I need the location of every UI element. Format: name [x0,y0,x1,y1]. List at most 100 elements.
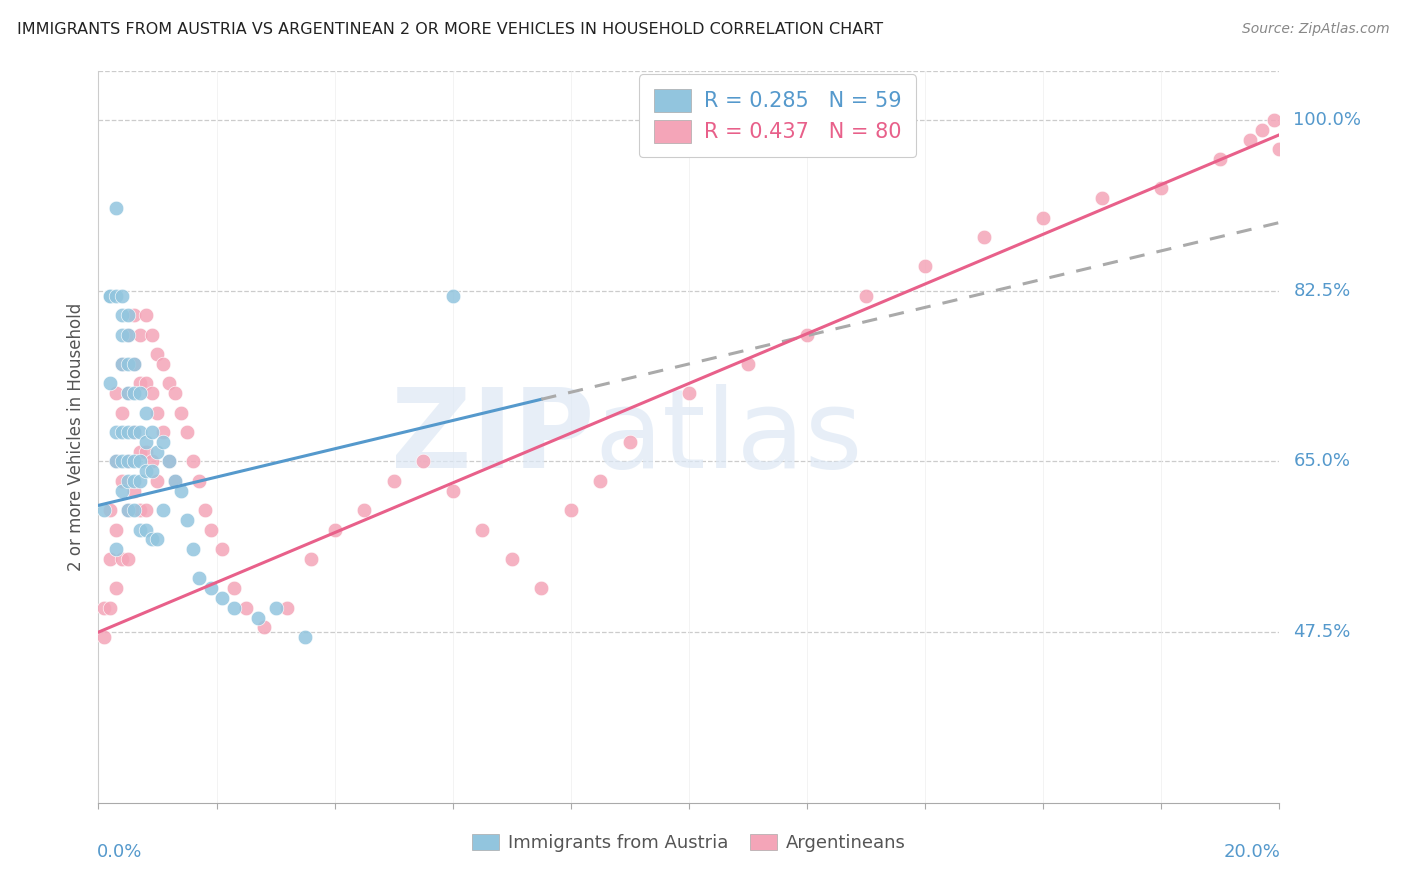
Point [152,434,174,449]
Point [181,542,204,557]
Point [135,376,157,391]
Point [111,474,134,488]
Point [117,386,139,401]
Point [382,474,405,488]
Point [105,542,128,557]
Point [105,386,128,401]
Point [855,288,877,302]
Legend: Immigrants from Austria, Argentineans: Immigrants from Austria, Argentineans [464,827,914,860]
Point [323,523,346,537]
Point [122,503,145,517]
Point [246,610,269,624]
Point [111,406,134,420]
Point [294,630,316,644]
Point [117,454,139,468]
Point [353,503,375,517]
Point [211,591,233,605]
Point [128,474,150,488]
Point [135,523,157,537]
Point [170,483,193,498]
Point [299,552,322,566]
Point [98,288,121,302]
Point [141,533,163,547]
Text: 0.0%: 0.0% [97,843,142,861]
Point [176,425,198,440]
Point [560,503,582,517]
Point [105,523,128,537]
Point [194,503,217,517]
Point [441,288,464,302]
Point [128,503,150,517]
Point [117,503,139,517]
Point [1032,211,1054,225]
Point [141,454,163,468]
Point [181,454,204,468]
Point [973,230,995,244]
Point [1239,133,1261,147]
Point [135,464,157,478]
Point [128,386,150,401]
Point [128,425,150,440]
Point [224,600,246,615]
Point [117,474,139,488]
Y-axis label: 2 or more Vehicles in Household: 2 or more Vehicles in Household [66,303,84,571]
Point [737,357,759,371]
Point [98,503,121,517]
Point [170,406,193,420]
Text: ZIP: ZIP [391,384,595,491]
Point [135,434,157,449]
Point [122,308,145,322]
Point [1263,113,1285,128]
Point [589,474,612,488]
Point [111,327,134,342]
Point [111,454,134,468]
Point [157,454,180,468]
Point [441,483,464,498]
Point [105,581,128,595]
Point [111,483,134,498]
Point [117,503,139,517]
Point [117,327,139,342]
Point [128,454,150,468]
Point [135,444,157,458]
Text: 100.0%: 100.0% [1294,112,1361,129]
Point [117,552,139,566]
Point [122,357,145,371]
Point [796,327,818,342]
Point [1150,181,1173,195]
Point [111,425,134,440]
Point [117,357,139,371]
Point [122,357,145,371]
Point [176,513,198,527]
Point [135,503,157,517]
Point [141,386,163,401]
Point [128,376,150,391]
Point [187,572,209,586]
Point [141,464,163,478]
Point [471,523,494,537]
Point [1091,191,1114,205]
Point [678,386,700,401]
Text: 47.5%: 47.5% [1294,624,1351,641]
Point [141,327,163,342]
Point [122,425,145,440]
Point [135,406,157,420]
Point [501,552,523,566]
Point [165,474,187,488]
Point [93,630,115,644]
Point [111,552,134,566]
Point [117,454,139,468]
Point [412,454,434,468]
Point [111,357,134,371]
Point [211,542,233,557]
Point [93,503,115,517]
Point [200,581,222,595]
Point [264,600,287,615]
Point [187,474,209,488]
Point [157,376,180,391]
Point [93,600,115,615]
Point [253,620,276,634]
Point [105,201,128,215]
Point [98,376,121,391]
Point [111,357,134,371]
